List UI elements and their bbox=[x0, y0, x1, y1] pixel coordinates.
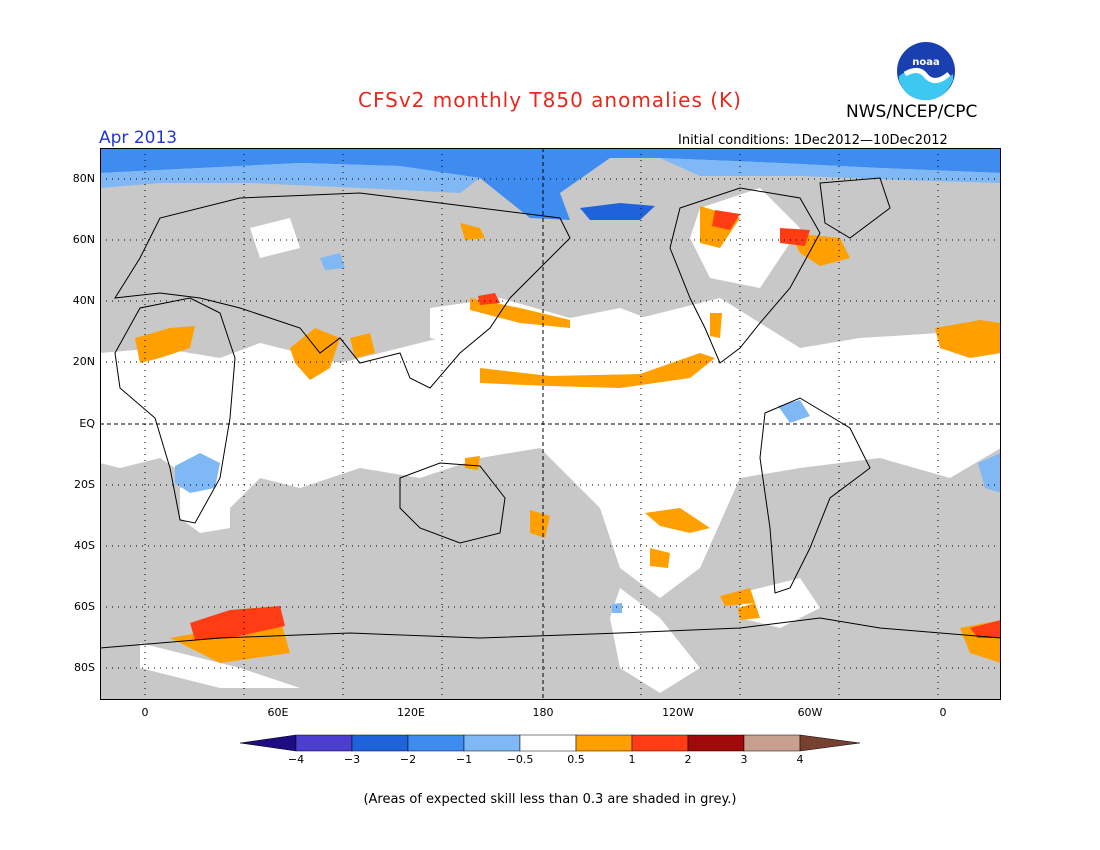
logo-text: noaa bbox=[912, 57, 940, 68]
arctic-lightblue bbox=[100, 163, 480, 193]
warm-sahara bbox=[135, 326, 195, 363]
warm-india bbox=[290, 328, 340, 380]
red-labrador bbox=[712, 210, 740, 230]
warm-baja bbox=[710, 313, 722, 338]
strong-warm-anomalies bbox=[190, 210, 1001, 640]
antarctica-coast bbox=[100, 617, 1001, 700]
arctic-darkblue bbox=[580, 203, 655, 220]
warm-japan-north bbox=[460, 223, 485, 240]
colorbar-swatch bbox=[575, 734, 633, 752]
lon-label: 60W bbox=[797, 706, 823, 719]
lat-label: 20S bbox=[74, 478, 95, 491]
australia-coast bbox=[399, 462, 506, 544]
blue-spot-south-africa bbox=[175, 453, 220, 493]
blue-spot-southern bbox=[612, 603, 622, 613]
greenland-coast bbox=[819, 177, 891, 239]
warm-arafura bbox=[465, 456, 480, 470]
warm-npac-band bbox=[480, 353, 715, 388]
colorbar-swatch bbox=[519, 734, 577, 752]
lon-label: 120E bbox=[397, 706, 425, 719]
initial-conditions: Initial conditions: 1Dec2012—10Dec2012 bbox=[678, 133, 948, 148]
colorbar-label: 3 bbox=[740, 753, 748, 766]
lat-label: 60N bbox=[72, 233, 95, 246]
lon-label: 60E bbox=[267, 706, 289, 719]
lon-label: 0 bbox=[939, 706, 947, 719]
colorbar-swatch bbox=[295, 734, 353, 752]
warm-se-asia bbox=[350, 333, 375, 358]
warm-kuroshio bbox=[470, 298, 570, 328]
africa-coast bbox=[114, 297, 236, 524]
white-patch-drake bbox=[740, 578, 820, 628]
eurasia-coast bbox=[114, 192, 571, 389]
colorbar-swatch bbox=[631, 734, 689, 752]
lat-label: 40N bbox=[72, 294, 95, 307]
map-frame bbox=[100, 148, 1001, 700]
colorbar-label: 4 bbox=[796, 753, 804, 766]
blue-spot-siberia bbox=[320, 253, 345, 270]
coastlines bbox=[100, 177, 1001, 700]
red-greenland bbox=[780, 228, 810, 246]
white-patch-antarctic bbox=[140, 643, 300, 688]
lat-label: EQ bbox=[79, 417, 95, 430]
colorbar-label: −2 bbox=[399, 753, 417, 766]
lat-label: 60S bbox=[74, 600, 95, 613]
colorbar bbox=[240, 734, 861, 752]
colorbar-swatch bbox=[407, 734, 465, 752]
colorbar-low-arrow bbox=[240, 734, 297, 752]
blue-spot-amazon bbox=[778, 400, 810, 423]
lat-label: 40S bbox=[74, 539, 95, 552]
arctic-blue-band bbox=[100, 148, 1001, 220]
noaa-logo: noaa bbox=[897, 42, 955, 100]
warm-tasman bbox=[530, 510, 550, 538]
tropical-white-band bbox=[100, 298, 1001, 598]
sa-coast bbox=[759, 397, 871, 594]
forecast-period: Apr 2013 bbox=[99, 128, 178, 148]
footnote: (Areas of expected skill less than 0.3 a… bbox=[363, 792, 737, 807]
colorbar-label: 2 bbox=[684, 753, 692, 766]
colorbar-label: −1 bbox=[455, 753, 473, 766]
white-patch-spac bbox=[610, 588, 700, 693]
colorbar-label: −4 bbox=[287, 753, 305, 766]
colorbar-swatch bbox=[687, 734, 745, 752]
reference-lines bbox=[100, 148, 1001, 700]
blue-spot-atlantic bbox=[978, 453, 1001, 493]
red-southern-east bbox=[970, 620, 1001, 638]
colorbar-label: 1 bbox=[628, 753, 636, 766]
colorbar-swatch bbox=[743, 734, 801, 752]
colorbar-swatch bbox=[351, 734, 409, 752]
lat-label: 80S bbox=[74, 661, 95, 674]
lon-label: 120W bbox=[662, 706, 694, 719]
anomaly-map bbox=[100, 148, 1001, 700]
colorbar-label: −3 bbox=[343, 753, 361, 766]
colorbar-high-arrow bbox=[799, 734, 861, 752]
red-kamchatka bbox=[478, 293, 500, 305]
colorbar-label: 0.5 bbox=[567, 753, 585, 766]
warm-andes bbox=[650, 548, 670, 568]
white-patch-eurasia bbox=[250, 218, 300, 258]
lon-label: 0 bbox=[141, 706, 149, 719]
colorbar-swatch bbox=[463, 734, 521, 752]
map-title: CFSv2 monthly T850 anomalies (K) bbox=[358, 88, 742, 112]
arctic-lightblue-east bbox=[660, 158, 1001, 183]
org-label: NWS/NCEP/CPC bbox=[846, 102, 978, 122]
lon-label: 180 bbox=[532, 706, 554, 719]
lat-label: 80N bbox=[72, 172, 95, 185]
red-southern-ocean bbox=[190, 606, 285, 640]
warm-atlantic-tropics bbox=[935, 320, 1001, 358]
lat-label: 20N bbox=[72, 355, 95, 368]
colorbar-label: −0.5 bbox=[506, 753, 534, 766]
warm-south-pac-2 bbox=[720, 588, 755, 606]
na-coast bbox=[669, 187, 821, 364]
warm-se-pacific bbox=[645, 508, 710, 533]
